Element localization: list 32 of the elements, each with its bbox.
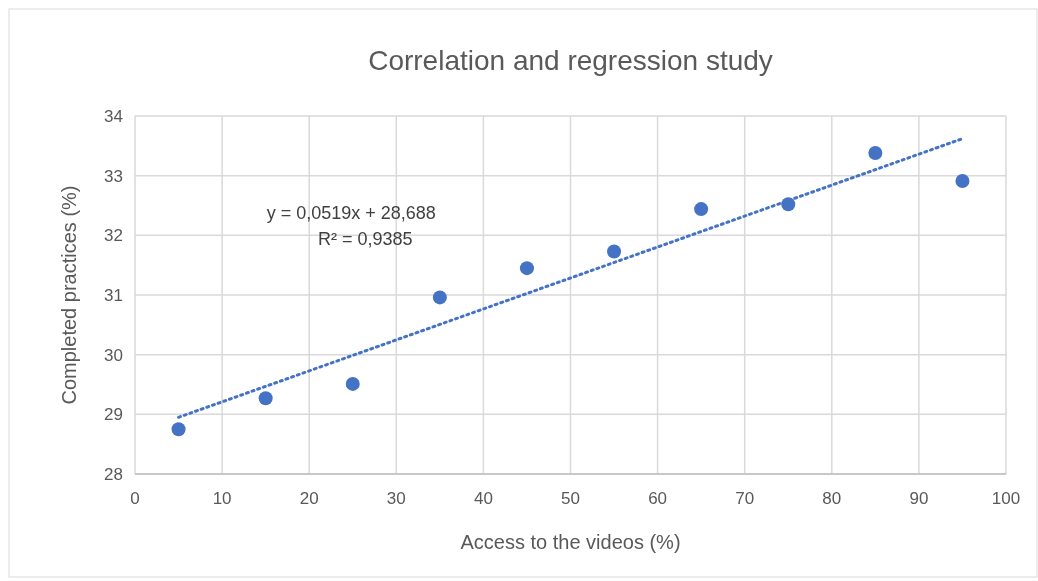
x-tick-label: 20 xyxy=(299,489,319,508)
y-tick-label: 31 xyxy=(104,285,123,305)
x-axis-title: Access to the videos (%) xyxy=(460,531,681,553)
y-tick-label: 28 xyxy=(104,464,123,484)
chart-title: Correlation and regression study xyxy=(368,45,773,76)
point xyxy=(607,244,622,259)
x-tick-label: 70 xyxy=(735,489,755,508)
point xyxy=(955,174,970,189)
x-tick-label: 10 xyxy=(212,489,232,508)
y-tick-label: 30 xyxy=(104,345,123,365)
point xyxy=(694,202,709,217)
point xyxy=(868,145,883,160)
annotation: y = 0,0519x + 28,688 xyxy=(266,203,436,224)
x-tick-label: 90 xyxy=(909,489,929,508)
point xyxy=(171,422,186,437)
y-tick-label: 29 xyxy=(104,405,123,425)
y-axis-title: Completed practices (%) xyxy=(58,185,80,405)
x-tick-label: 100 xyxy=(991,489,1021,508)
x-tick-label: 80 xyxy=(822,489,842,508)
y-tick-label: 32 xyxy=(104,226,123,246)
annotation: R² = 0,9385 xyxy=(317,229,413,250)
x-tick-label: 30 xyxy=(386,489,406,508)
point xyxy=(432,290,447,305)
y-tick-label: 34 xyxy=(104,106,123,126)
point xyxy=(519,261,534,276)
x-tick-label: 40 xyxy=(473,489,493,508)
point xyxy=(258,391,273,406)
x-tick-label: 0 xyxy=(130,489,140,508)
x-tick-label: 50 xyxy=(561,489,580,508)
y-tick-label: 33 xyxy=(104,166,123,186)
point xyxy=(345,376,360,391)
x-tick-label: 60 xyxy=(648,489,668,508)
